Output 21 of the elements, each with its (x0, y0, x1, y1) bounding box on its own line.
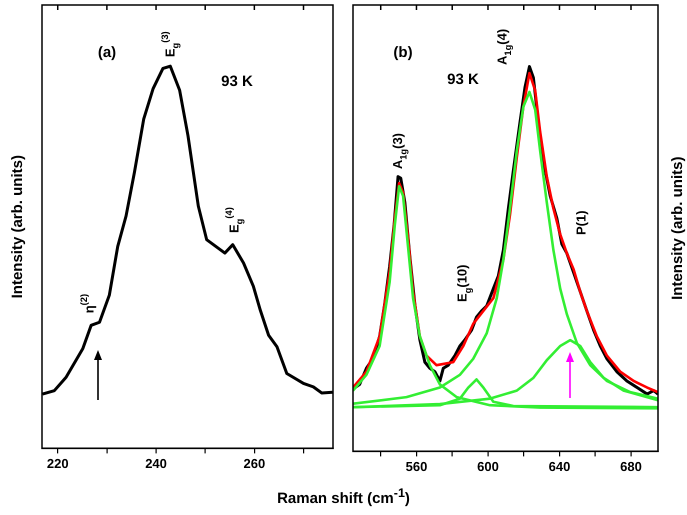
x-tick-label: 560 (406, 458, 428, 474)
text: A1g(4) (494, 28, 513, 65)
y-axis-title: Intensity (arb. units) (9, 155, 26, 298)
x-tick-label: 220 (46, 456, 69, 471)
annotation: 93 K (447, 71, 480, 88)
annotation: Eg(10) (454, 264, 473, 302)
text: (a) (98, 44, 116, 62)
x-tick-label: 640 (548, 458, 570, 474)
annotation: 93 K (221, 73, 254, 90)
x-axis-title: Raman shift (cm$^{-1}$) (276, 486, 411, 507)
y-axis-title: Intensity (arb. units) (669, 156, 686, 300)
x-tick-label: 680 (620, 458, 642, 474)
x-tick-label: 600 (477, 458, 499, 474)
annotation: A1g(3) (390, 132, 408, 170)
x-tick-label: 260 (244, 456, 266, 471)
annotation: Eg(3) (160, 31, 181, 58)
annotation: η(2) (79, 294, 96, 314)
annotation: Eg(4) (224, 207, 244, 233)
x-tick-label: 240 (145, 456, 167, 471)
text: (b) (393, 44, 413, 62)
annotation: P(1) (574, 210, 589, 235)
